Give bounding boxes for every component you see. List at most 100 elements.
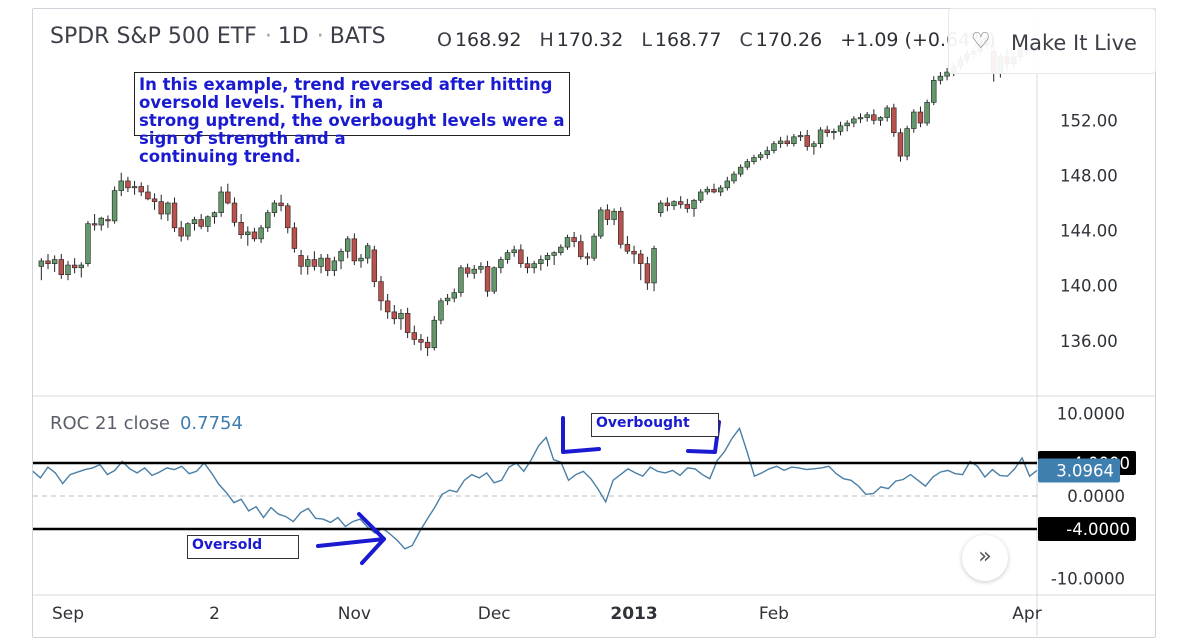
candle [824,125,830,137]
candle [58,254,65,279]
double-chevron-right-icon: » [978,544,992,569]
oversold-arrow-shaft [316,537,386,548]
candle-body [724,180,731,189]
header-separator: · [316,24,324,49]
candle [544,252,551,267]
candle [78,262,84,278]
candle-body [844,122,850,127]
candle-body [225,191,231,204]
candle [265,209,271,232]
candle-body [138,186,144,193]
candle-body [265,212,271,229]
candle [471,265,477,279]
scroll-to-realtime-button[interactable]: » [962,535,1008,581]
candle [564,234,571,250]
candle [418,333,424,351]
price-tick-label: 152.00 [1060,111,1118,130]
candle-body [851,118,857,124]
candle-body [451,292,457,299]
candle [138,182,144,197]
time-tick-label: 2 [209,604,220,624]
candle-body [644,263,651,284]
candle-body [677,201,684,205]
candle [411,325,417,345]
candle [91,214,98,231]
candle [857,113,864,124]
candle [644,256,651,290]
candle [438,298,444,325]
candle [877,116,884,126]
candle-body [771,143,777,151]
candle [717,185,724,197]
candle-body [931,80,937,103]
candle-body [65,264,71,275]
candle [384,293,391,319]
candle [831,128,837,140]
candle [571,231,577,248]
candle-body [604,209,611,220]
candle [598,207,604,239]
candle [504,249,511,264]
candle-body [917,111,924,124]
candle-body [158,201,164,215]
candle-body [904,128,910,157]
candle [311,251,318,271]
candle [704,186,711,195]
candle [811,140,817,155]
candle-body [258,227,264,240]
candle [897,128,904,162]
roc-indicator-label[interactable]: ROC 21 close 0.7754 [50,413,243,434]
candle [371,245,378,288]
candle-body [38,260,45,267]
candle [684,198,691,213]
candle-body [145,191,151,200]
candle-body [358,257,364,262]
candle [38,258,45,281]
candle-body [571,237,577,242]
candle-body [85,223,91,264]
roc-current-badge [1038,458,1120,483]
candle [285,203,291,234]
make-it-live-label: Make It Live [1011,31,1137,55]
candle-body [498,259,504,269]
candle [797,131,804,141]
candle [624,236,631,255]
candle-body [618,210,624,245]
price-tick-label: 140.00 [1060,277,1118,296]
overbought-tag: Overbought [591,413,719,437]
candle-body [877,117,884,121]
roc-series [32,426,1038,550]
make-it-live-button[interactable]: ♡ Make It Live [948,8,1156,74]
roc-value: 0.7754 [179,413,243,434]
candle [731,171,737,184]
candle-body [318,257,324,267]
candle-body [824,129,830,133]
symbol-header[interactable]: SPDR S&P 500 ETF · 1D · BATS [50,24,388,49]
candle [171,197,178,232]
candle-body [584,256,591,259]
candle-body [291,227,298,249]
candle [364,242,371,264]
candle [531,260,537,274]
candle-body [491,267,497,292]
candle-body [305,259,311,267]
candle [484,260,491,297]
candle [211,211,218,224]
candle [884,105,890,122]
roc-tick-label: -10.0000 [1051,570,1125,589]
close-label: C [739,29,753,51]
candle [751,154,757,165]
candle [944,67,950,81]
candle [511,245,517,257]
candle [338,248,344,270]
candle-body [704,188,711,193]
candle-body [531,263,537,269]
candle-body [218,191,224,213]
candle-body [484,266,491,292]
candle [664,197,671,212]
close-value: 170.26 [755,29,823,51]
candle [131,180,138,195]
candle [151,193,158,210]
candle [691,198,697,217]
